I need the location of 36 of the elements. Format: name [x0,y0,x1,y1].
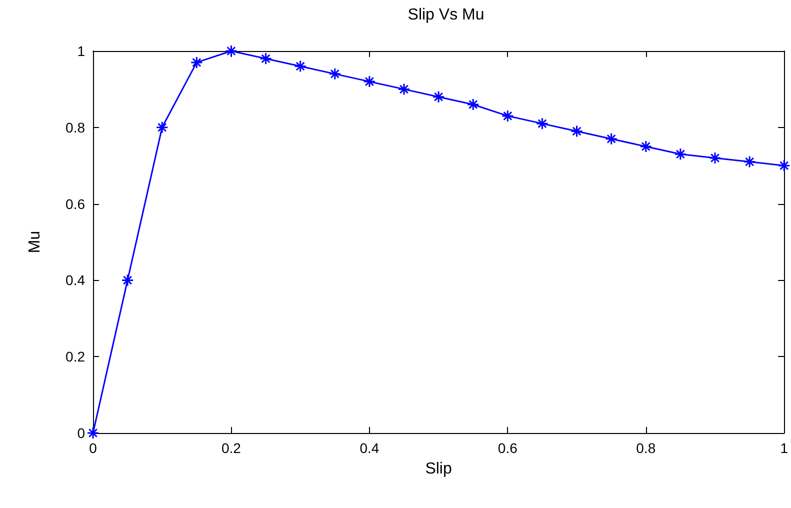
x-axis-title: Slip [425,460,452,478]
y-tick-label: 0.8 [66,119,86,136]
point [605,132,618,146]
point [674,148,687,160]
point [398,82,410,96]
point [708,152,722,164]
point [501,110,514,122]
x-tick-label: 0.4 [360,440,380,456]
y-axis-title: Mu [26,230,44,254]
point [260,52,272,65]
point [432,90,445,104]
x-tick-label: 0.2 [221,440,242,456]
point [743,156,756,168]
chart-title: Slip Vs Mu [408,6,484,24]
point [778,159,790,172]
point [328,68,342,80]
point [363,75,376,88]
y-tick-label: 0.4 [66,272,86,288]
y-tick-label: 0.2 [66,348,86,365]
x-tick-label: 0.6 [498,440,518,456]
point [294,60,307,73]
point [466,98,480,111]
y-tick-label: 0.6 [66,196,86,212]
point [224,44,238,58]
point [121,274,134,286]
x-tick-label: 0.8 [636,440,656,456]
point [156,121,168,134]
point [570,124,584,138]
point [86,426,100,440]
point [536,117,548,130]
point [190,56,203,69]
x-tick-label: 1 [780,440,788,456]
x-tick-label: 0 [89,440,98,456]
y-tick-label: 1 [77,43,86,59]
y-tick-label: 0 [77,425,86,441]
point [640,140,652,153]
